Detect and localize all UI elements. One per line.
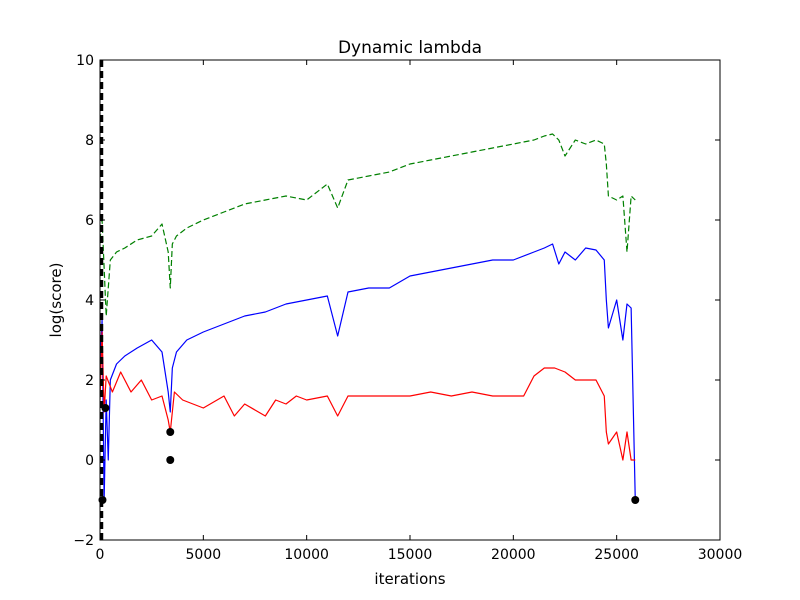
series-line-2 (100, 243, 636, 501)
x-tick-label: 0 (96, 547, 105, 563)
marker-point-3 (166, 428, 175, 436)
y-tick-label: 10 (76, 53, 94, 69)
x-axis-label: iterations (374, 570, 445, 588)
x-tick-label: 15000 (388, 547, 433, 563)
x-tick-label: 25000 (594, 547, 639, 563)
marker-point-2 (101, 404, 110, 412)
x-tick-label: 20000 (491, 547, 536, 563)
series-line-1 (100, 133, 636, 317)
y-axis-label: log(score) (47, 263, 65, 338)
y-tick-label: 8 (85, 133, 94, 149)
y-tick-label: 2 (85, 373, 94, 389)
y-tick-label: −2 (73, 533, 94, 549)
y-tick-label: 4 (85, 293, 94, 309)
x-tick-label: 10000 (284, 547, 329, 563)
chart-title: Dynamic lambda (338, 38, 482, 58)
x-tick-label: 5000 (186, 547, 222, 563)
x-tick-label: 30000 (698, 547, 743, 563)
y-tick-label: 0 (85, 453, 94, 469)
y-tick-label: 6 (85, 213, 94, 229)
series-line-3 (100, 331, 636, 461)
marker-point-5 (631, 496, 640, 504)
marker-point-4 (166, 456, 175, 464)
